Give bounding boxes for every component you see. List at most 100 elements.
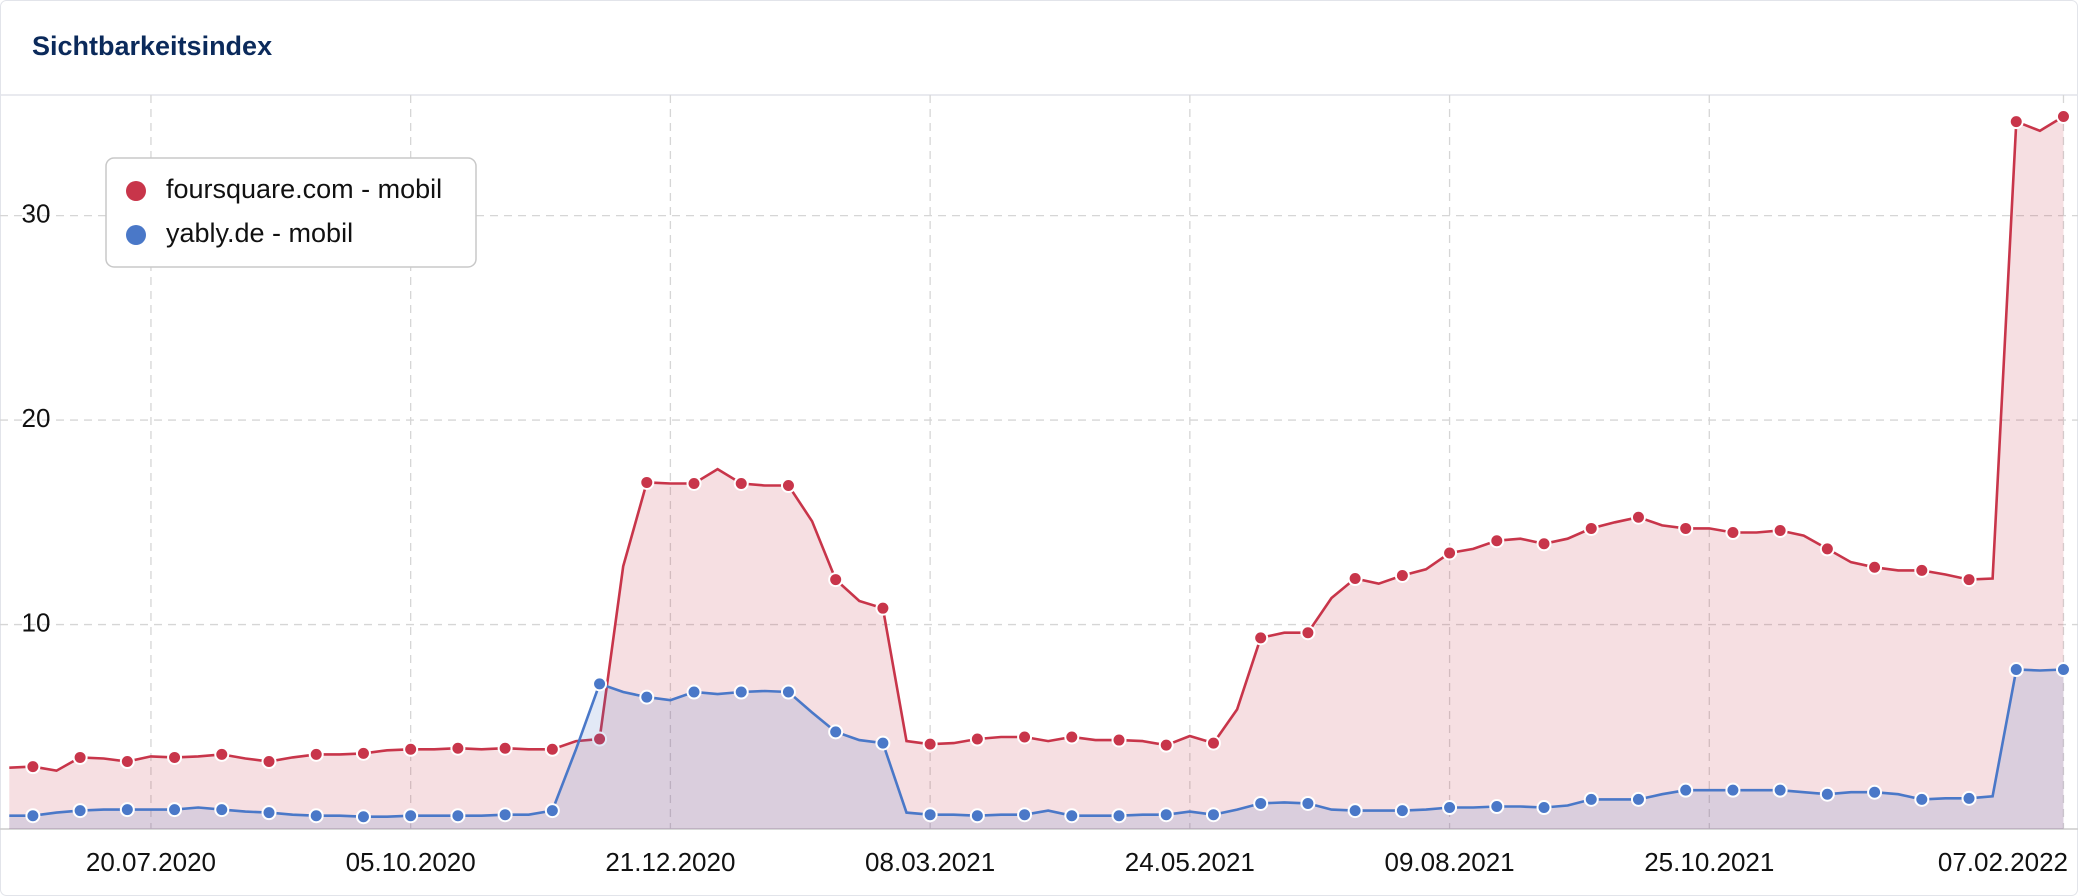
data-point — [1064, 808, 1080, 824]
data-point — [72, 803, 88, 819]
data-point — [25, 759, 41, 775]
data-point — [1725, 525, 1741, 541]
data-point — [969, 731, 985, 747]
data-point — [2055, 108, 2071, 124]
data-point — [1394, 803, 1410, 819]
data-point — [922, 807, 938, 823]
data-point — [1536, 536, 1552, 552]
data-point — [544, 741, 560, 757]
data-point — [639, 474, 655, 490]
y-tick-label: 30 — [22, 199, 51, 229]
data-point — [1914, 562, 1930, 578]
x-tick-label: 07.02.2022 — [1938, 847, 2068, 877]
data-point — [1300, 795, 1316, 811]
data-point — [2055, 662, 2071, 678]
data-point — [592, 676, 608, 692]
data-point — [1442, 800, 1458, 816]
legend-label: foursquare.com - mobil — [166, 174, 442, 204]
data-point — [1017, 807, 1033, 823]
data-point — [72, 749, 88, 765]
data-point — [780, 684, 796, 700]
data-point — [450, 808, 466, 824]
data-point — [1017, 729, 1033, 745]
data-point — [1772, 522, 1788, 538]
data-point — [1489, 799, 1505, 815]
data-point — [450, 740, 466, 756]
data-point — [1253, 630, 1269, 646]
y-tick-label: 10 — [22, 607, 51, 637]
data-point — [2008, 662, 2024, 678]
data-point — [214, 746, 230, 762]
chart-title: Sichtbarkeitsindex — [32, 31, 272, 61]
data-point — [167, 749, 183, 765]
data-point — [403, 741, 419, 757]
data-point — [1772, 782, 1788, 798]
data-point — [1867, 559, 1883, 575]
data-point — [1725, 782, 1741, 798]
data-point — [780, 478, 796, 494]
data-point — [875, 600, 891, 616]
legend-marker — [126, 225, 146, 245]
y-tick-label: 20 — [22, 403, 51, 433]
data-point — [497, 740, 513, 756]
data-point — [25, 808, 41, 824]
legend-box — [105, 157, 477, 268]
data-point — [261, 754, 277, 770]
data-point — [308, 808, 324, 824]
data-point — [1442, 545, 1458, 561]
data-point — [1158, 737, 1174, 753]
data-point — [497, 807, 513, 823]
data-point — [2008, 114, 2024, 130]
data-point — [1961, 790, 1977, 806]
legend-marker — [126, 181, 146, 201]
data-point — [1347, 803, 1363, 819]
data-point — [1583, 520, 1599, 536]
line — [9, 668, 2064, 818]
data-point — [1300, 625, 1316, 641]
data-point — [261, 805, 277, 821]
data-point — [828, 572, 844, 588]
plot: 10 20 30 20.07.2020 05.10.2020 21.12.2020 08.0… — [0, 95, 2078, 877]
data-point — [1867, 784, 1883, 800]
data-point — [733, 475, 749, 491]
data-point — [1111, 808, 1127, 824]
data-point — [1347, 571, 1363, 587]
legend: foursquare.com - mobil yably.de - mobil — [105, 157, 477, 268]
data-point — [1064, 729, 1080, 745]
data-point — [969, 808, 985, 824]
data-point — [1394, 567, 1410, 583]
data-point — [1158, 807, 1174, 823]
data-point — [119, 754, 135, 770]
data-point — [733, 684, 749, 700]
data-point — [922, 736, 938, 752]
data-point — [592, 731, 608, 747]
data-point — [1205, 735, 1221, 751]
x-tick-label: 08.03.2021 — [865, 847, 995, 877]
x-tick-label: 21.12.2020 — [605, 847, 735, 877]
legend-label: yably.de - mobil — [166, 218, 353, 248]
data-point — [1583, 791, 1599, 807]
data-point — [875, 735, 891, 751]
data-point — [355, 809, 371, 825]
data-point — [1630, 509, 1646, 525]
data-point — [167, 802, 183, 818]
data-point — [1205, 807, 1221, 823]
data-point — [1489, 533, 1505, 549]
data-point — [119, 802, 135, 818]
data-point — [1111, 732, 1127, 748]
data-point — [1536, 800, 1552, 816]
data-point — [639, 689, 655, 705]
x-tick-label: 09.08.2021 — [1385, 847, 1515, 877]
x-tick-label: 05.10.2020 — [346, 847, 476, 877]
data-point — [1819, 541, 1835, 557]
data-point — [355, 745, 371, 761]
data-point — [1961, 572, 1977, 588]
line — [9, 115, 2065, 773]
area — [9, 116, 2064, 829]
data-point — [828, 724, 844, 740]
data-point — [1253, 795, 1269, 811]
data-point — [403, 808, 419, 824]
x-tick-label: 25.10.2021 — [1644, 847, 1774, 877]
data-point — [544, 803, 560, 819]
